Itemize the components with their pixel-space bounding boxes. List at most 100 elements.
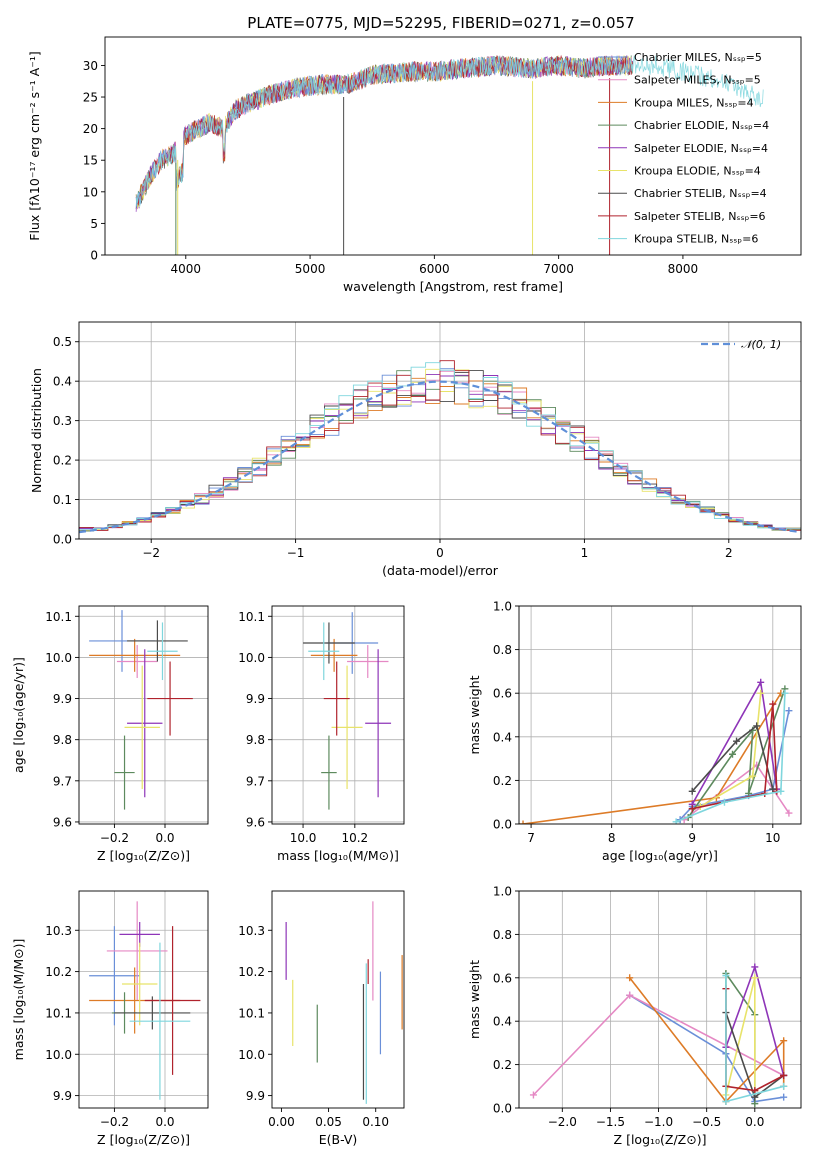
errorbar-point-8 — [308, 622, 340, 681]
y-tick-label: 9.7 — [53, 774, 72, 788]
x-axis-label: age [log₁₀(age/yr)] — [602, 848, 718, 863]
axes-frame — [271, 890, 405, 1109]
y-tick-label: 9.9 — [53, 692, 72, 706]
x-tick-label: −2.0 — [548, 1115, 577, 1129]
weight-marker — [781, 689, 789, 697]
errorbar-point-6 — [303, 622, 355, 664]
x-tick-label: −2 — [142, 546, 160, 560]
weight-marker — [626, 974, 634, 982]
x-tick-label: 0.00 — [268, 1115, 295, 1129]
errorbar-point-3 — [321, 735, 337, 810]
legend-label-2: Kroupa MILES, Nₛₛₚ=4 — [634, 96, 754, 109]
x-tick-label: 0.05 — [315, 1115, 342, 1129]
weight-marker — [751, 974, 759, 982]
errorbar-point-8 — [147, 622, 178, 681]
weight-marker — [785, 707, 793, 715]
spectrum-line-0 — [135, 55, 634, 209]
y-tick-label: 0.1 — [53, 493, 72, 507]
y-tick-label: 0.0 — [493, 1102, 512, 1116]
y-tick-label: 9.7 — [246, 774, 265, 788]
y-tick-label: 10.2 — [238, 965, 265, 979]
y-tick-label: 10 — [83, 185, 98, 199]
y-tick-label: 15 — [83, 154, 98, 168]
legend: 𝒩(0, 1) — [701, 338, 781, 351]
y-tick-label: 0.5 — [53, 335, 72, 349]
weight-marker — [749, 772, 757, 780]
weight-marker — [780, 1093, 788, 1101]
axes-frame — [104, 36, 802, 256]
x-tick-label: 0.0 — [155, 831, 174, 845]
y-tick-label: 10.2 — [45, 965, 72, 979]
y-tick-label: 9.9 — [246, 1089, 265, 1103]
weight-marker — [757, 678, 765, 686]
y-tick-label: 10.3 — [238, 924, 265, 938]
errorbar-point-1 — [347, 645, 389, 678]
y-tick-label: 0.6 — [493, 687, 512, 701]
panel-z_age: −0.2 0.0 9.6 9.7 9.8 9.9 10.0 10.1 Z [log₁₀(Z/Z⊙… — [11, 605, 209, 863]
histogram-series-7 — [79, 360, 801, 531]
x-tick-label: 10.0 — [290, 831, 317, 845]
y-tick-label: 20 — [83, 122, 98, 136]
weight-marker — [672, 818, 680, 824]
y-tick-label: 10.3 — [45, 924, 72, 938]
y-tick-label: 9.8 — [53, 733, 72, 747]
x-axis-label: Z [log₁₀(Z/Z⊙)] — [97, 1132, 190, 1147]
y-axis-label: mass [log₁₀(M/M⊙)] — [11, 939, 26, 1061]
panel-ebv_mass: 0.00 0.05 0.10 9.9 10.0 10.1 10.2 10.3 E(B-V) — [238, 890, 405, 1147]
weight-marker — [751, 1100, 759, 1108]
y-tick-label: 0.6 — [493, 971, 512, 985]
x-tick-label: 0.0 — [745, 1115, 764, 1129]
y-axis-label: age [log₁₀(age/yr)] — [11, 657, 26, 773]
legend-label-1: Salpeter MILES, Nₛₛₚ=5 — [634, 74, 761, 87]
x-axis-label: Z [log₁₀(Z/Z⊙)] — [614, 1132, 707, 1147]
x-tick-label: 9 — [688, 831, 696, 845]
errorbar-point-7 — [147, 661, 193, 736]
x-tick-label: 0.0 — [155, 1115, 174, 1129]
errorbar-point-4 — [365, 649, 392, 798]
y-tick-label: 0.2 — [493, 774, 512, 788]
y-tick-label: 0.8 — [493, 928, 512, 942]
y-tick-label: 30 — [83, 59, 98, 73]
errorbar-point-4 — [127, 649, 163, 798]
weight-marker — [722, 1097, 730, 1105]
y-axis-label: mass weight — [467, 675, 482, 754]
y-tick-label: 0.2 — [493, 1058, 512, 1072]
y-tick-label: 10.0 — [238, 651, 265, 665]
x-tick-label: −1.5 — [596, 1115, 625, 1129]
y-axis-label: Flux [fλ10⁻¹⁷ erg cm⁻² s⁻¹ A⁻¹] — [27, 51, 42, 240]
y-tick-label: 9.9 — [246, 692, 265, 706]
errorbar-point-3 — [114, 735, 135, 810]
y-tick-label: 9.6 — [53, 815, 72, 829]
x-tick-label: 6000 — [419, 262, 450, 276]
weight-marker — [780, 1082, 788, 1090]
weight-marker — [751, 1093, 759, 1101]
errorbar-point-5 — [124, 665, 160, 790]
x-tick-label: −0.2 — [100, 1115, 129, 1129]
legend-label-6: Chabrier STELIB, Nₛₛₚ=4 — [634, 187, 767, 200]
grid — [79, 891, 208, 1108]
y-tick-label: 9.8 — [246, 733, 265, 747]
x-axis-label: mass [log₁₀(M/M⊙)] — [277, 848, 399, 863]
weight-marker — [688, 805, 696, 813]
axes-frame — [518, 890, 802, 1109]
y-tick-label: 1.0 — [493, 885, 512, 899]
grid — [519, 890, 801, 1109]
axes: 4000 5000 6000 7000 8000 0 5 10 15 20 25 30 waveleng… — [27, 36, 802, 294]
errorbar-point-7 — [323, 661, 350, 736]
y-axis-label: Normed distribution — [29, 368, 44, 493]
plot-area — [89, 901, 201, 1100]
weight-marker — [785, 809, 793, 817]
spectrum-line-8 — [135, 55, 764, 207]
x-tick-label: −1.0 — [644, 1115, 673, 1129]
legend: Chabrier MILES, Nₛₛₚ=5 Salpeter MILES, Nₛ… — [598, 51, 769, 246]
x-axis-label: E(B-V) — [319, 1132, 358, 1147]
weight-marker — [777, 787, 785, 795]
weight-marker — [688, 787, 696, 795]
weight-marker — [780, 1071, 788, 1079]
axes-frame — [78, 321, 802, 540]
plot-area — [519, 678, 793, 824]
x-tick-label: 7 — [527, 831, 535, 845]
axes: 0.00 0.05 0.10 9.9 10.0 10.1 10.2 10.3 E(B-V) — [238, 890, 405, 1147]
plot-area — [89, 610, 193, 810]
y-tick-label: 0.0 — [53, 533, 72, 547]
